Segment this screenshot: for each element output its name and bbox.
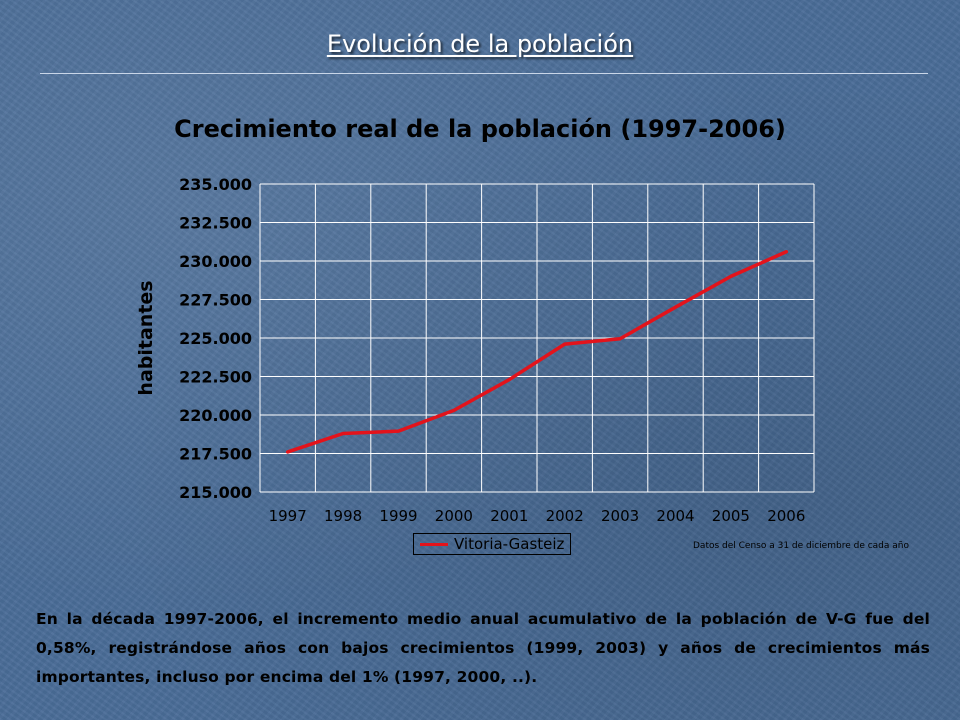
- y-tick-label: 227.500: [179, 291, 252, 310]
- x-tick-label: 2006: [767, 507, 805, 525]
- y-tick-label: 232.500: [179, 214, 252, 233]
- x-tick-label: 1997: [269, 507, 307, 525]
- data-point: [729, 274, 733, 278]
- data-point: [784, 250, 788, 254]
- x-tick-label: 2003: [601, 507, 639, 525]
- data-point: [674, 305, 677, 309]
- title-divider: [40, 73, 928, 74]
- chart-legend: Vitoria-Gasteiz: [413, 533, 571, 555]
- data-point: [452, 408, 456, 412]
- x-tick-label: 2002: [546, 507, 584, 525]
- y-tick-label: 225.000: [179, 329, 252, 348]
- data-point: [397, 429, 400, 433]
- y-tick-label: 222.500: [179, 368, 252, 387]
- y-axis-label: habitantes: [135, 280, 157, 395]
- x-tick-label: 1999: [379, 507, 417, 525]
- y-tick-label: 217.500: [179, 445, 252, 464]
- y-tick-label: 230.000: [179, 252, 252, 271]
- y-tick-label: 235.000: [179, 175, 252, 194]
- x-tick-label: 2004: [656, 507, 694, 525]
- legend-label: Vitoria-Gasteiz: [454, 535, 565, 553]
- data-point: [341, 431, 345, 435]
- summary-paragraph: En la década 1997-2006, el incremento me…: [36, 610, 930, 686]
- x-tick-label: 2005: [712, 507, 750, 525]
- x-tick-label: 2000: [435, 507, 473, 525]
- legend-swatch: [420, 543, 448, 546]
- chart-title: Crecimiento real de la población (1997-2…: [174, 115, 786, 143]
- data-point: [563, 342, 567, 346]
- x-tick-label: 2001: [490, 507, 528, 525]
- y-tick-label: 215.000: [179, 483, 252, 502]
- series-line-vitoria-gasteiz: [285, 250, 789, 454]
- slide-title: Evolución de la población: [326, 30, 634, 58]
- data-point: [286, 450, 290, 454]
- data-point: [618, 337, 622, 341]
- data-point: [507, 378, 511, 382]
- x-tick-label: 1998: [324, 507, 362, 525]
- y-tick-label: 220.000: [179, 406, 252, 425]
- source-note: Datos del Censo a 31 de diciembre de cad…: [693, 541, 909, 551]
